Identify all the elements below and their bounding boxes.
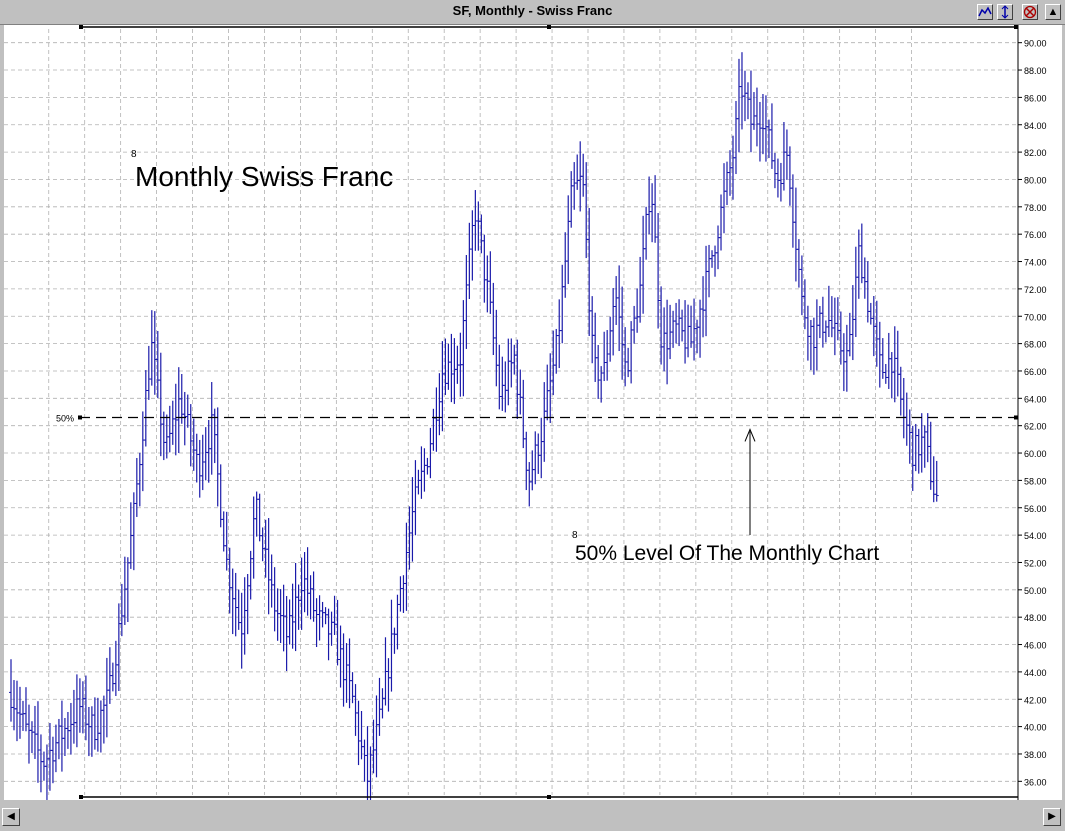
title-marker-glyph: 8 xyxy=(131,149,137,160)
y-tick-label: 48.00 xyxy=(1024,613,1047,623)
y-tick-label: 60.00 xyxy=(1024,449,1047,459)
window-titlebar: SF, Monthly - Swiss Franc ▲ xyxy=(0,0,1065,25)
y-tick-label: 44.00 xyxy=(1024,668,1047,678)
y-tick-label: 38.00 xyxy=(1024,750,1047,760)
x-tick-label: 1991 xyxy=(564,799,584,800)
x-tick-label: 1976 xyxy=(25,799,45,800)
level-arrow-head xyxy=(744,428,756,442)
frame-handle xyxy=(79,795,83,799)
chart-style-icon[interactable] xyxy=(977,4,993,20)
close-x-icon[interactable] xyxy=(1022,4,1038,20)
chart-area: 36.00 38.00 40.00 42.00 44.00 46.00 48.00 50.00… xyxy=(4,25,1062,815)
scroll-right-icon[interactable]: ▶ xyxy=(1043,808,1061,826)
scale-icon[interactable] xyxy=(997,4,1013,20)
x-tick-label: 1992 xyxy=(600,799,620,800)
y-tick-label: 50.00 xyxy=(1024,586,1047,596)
x-tick-label: 1981 xyxy=(204,799,224,800)
y-tick-label: 84.00 xyxy=(1024,121,1047,131)
y-tick-label: 46.00 xyxy=(1024,641,1047,651)
y-tick-label: 90.00 xyxy=(1024,39,1047,49)
x-tick-label: 1989 xyxy=(492,799,512,800)
x-tick-label: 2000 xyxy=(888,799,908,800)
scroll-up-icon[interactable]: ▲ xyxy=(1045,4,1061,20)
x-tick-label: 1987 xyxy=(420,799,440,800)
y-tick-label: 82.00 xyxy=(1024,148,1047,158)
frame-handle xyxy=(547,795,551,799)
x-tick-label: 1998 xyxy=(816,799,836,800)
horizontal-scrollbar[interactable]: ◀ ▶ xyxy=(0,802,1065,831)
x-tick-label: 1986 xyxy=(384,799,404,800)
x-tick-label: 1999 xyxy=(852,799,872,800)
y-tick-label: 86.00 xyxy=(1024,93,1047,103)
y-tick-label: 78.00 xyxy=(1024,203,1047,213)
level-annotation-text: 50% Level Of The Monthly Chart xyxy=(575,542,879,565)
y-tick-label: 66.00 xyxy=(1024,367,1047,377)
price-chart: 36.00 38.00 40.00 42.00 44.00 46.00 48.00 50.00… xyxy=(4,25,1047,815)
x-tick-label: 1996 xyxy=(744,799,764,800)
level-marker-glyph: 8 xyxy=(572,530,578,541)
x-tick-label: 1993 xyxy=(636,799,656,800)
chart-annotation-title: Monthly Swiss Franc xyxy=(135,161,393,192)
y-tick-label: 88.00 xyxy=(1024,66,1047,76)
level-line-label: 50% xyxy=(56,413,74,423)
frame-handle xyxy=(79,25,83,29)
y-tick-label: 62.00 xyxy=(1024,422,1047,432)
window-title: SF, Monthly - Swiss Franc xyxy=(452,3,613,18)
level-line-handle-right xyxy=(1014,415,1018,420)
y-tick-label: 70.00 xyxy=(1024,312,1047,322)
x-tick-label: 1979 xyxy=(133,799,153,800)
frame-handle xyxy=(1014,25,1018,29)
x-tick-label: 1985 xyxy=(348,799,368,800)
level-line-handle-left xyxy=(78,415,82,420)
frame-handle xyxy=(547,25,551,29)
x-tick-label: 1997 xyxy=(780,799,800,800)
y-tick-label: 76.00 xyxy=(1024,230,1047,240)
x-tick-label: 1988 xyxy=(456,799,476,800)
y-tick-label: 58.00 xyxy=(1024,476,1047,486)
scroll-left-icon[interactable]: ◀ xyxy=(2,808,20,826)
x-tick-label: 1977 xyxy=(61,799,81,800)
y-tick-label: 54.00 xyxy=(1024,531,1047,541)
x-tick-label: 1982 xyxy=(240,799,260,800)
x-tick-label: 1994 xyxy=(672,799,692,800)
x-tick-label: 1978 xyxy=(97,799,117,800)
y-tick-label: 80.00 xyxy=(1024,175,1047,185)
y-tick-label: 40.00 xyxy=(1024,723,1047,733)
y-tick-label: 56.00 xyxy=(1024,504,1047,514)
y-tick-label: 36.00 xyxy=(1024,777,1047,787)
y-tick-label: 42.00 xyxy=(1024,695,1047,705)
y-tick-label: 64.00 xyxy=(1024,394,1047,404)
y-tick-label: 52.00 xyxy=(1024,558,1047,568)
y-tick-label: 72.00 xyxy=(1024,285,1047,295)
x-tick-label: 1983 xyxy=(276,799,296,800)
y-tick-label: 74.00 xyxy=(1024,258,1047,268)
x-tick-label: 1984 xyxy=(312,799,332,800)
x-tick-label: 1980 xyxy=(169,799,189,800)
y-tick-label: 68.00 xyxy=(1024,340,1047,350)
x-tick-label: 1995 xyxy=(708,799,728,800)
x-tick-label: 1990 xyxy=(528,799,548,800)
